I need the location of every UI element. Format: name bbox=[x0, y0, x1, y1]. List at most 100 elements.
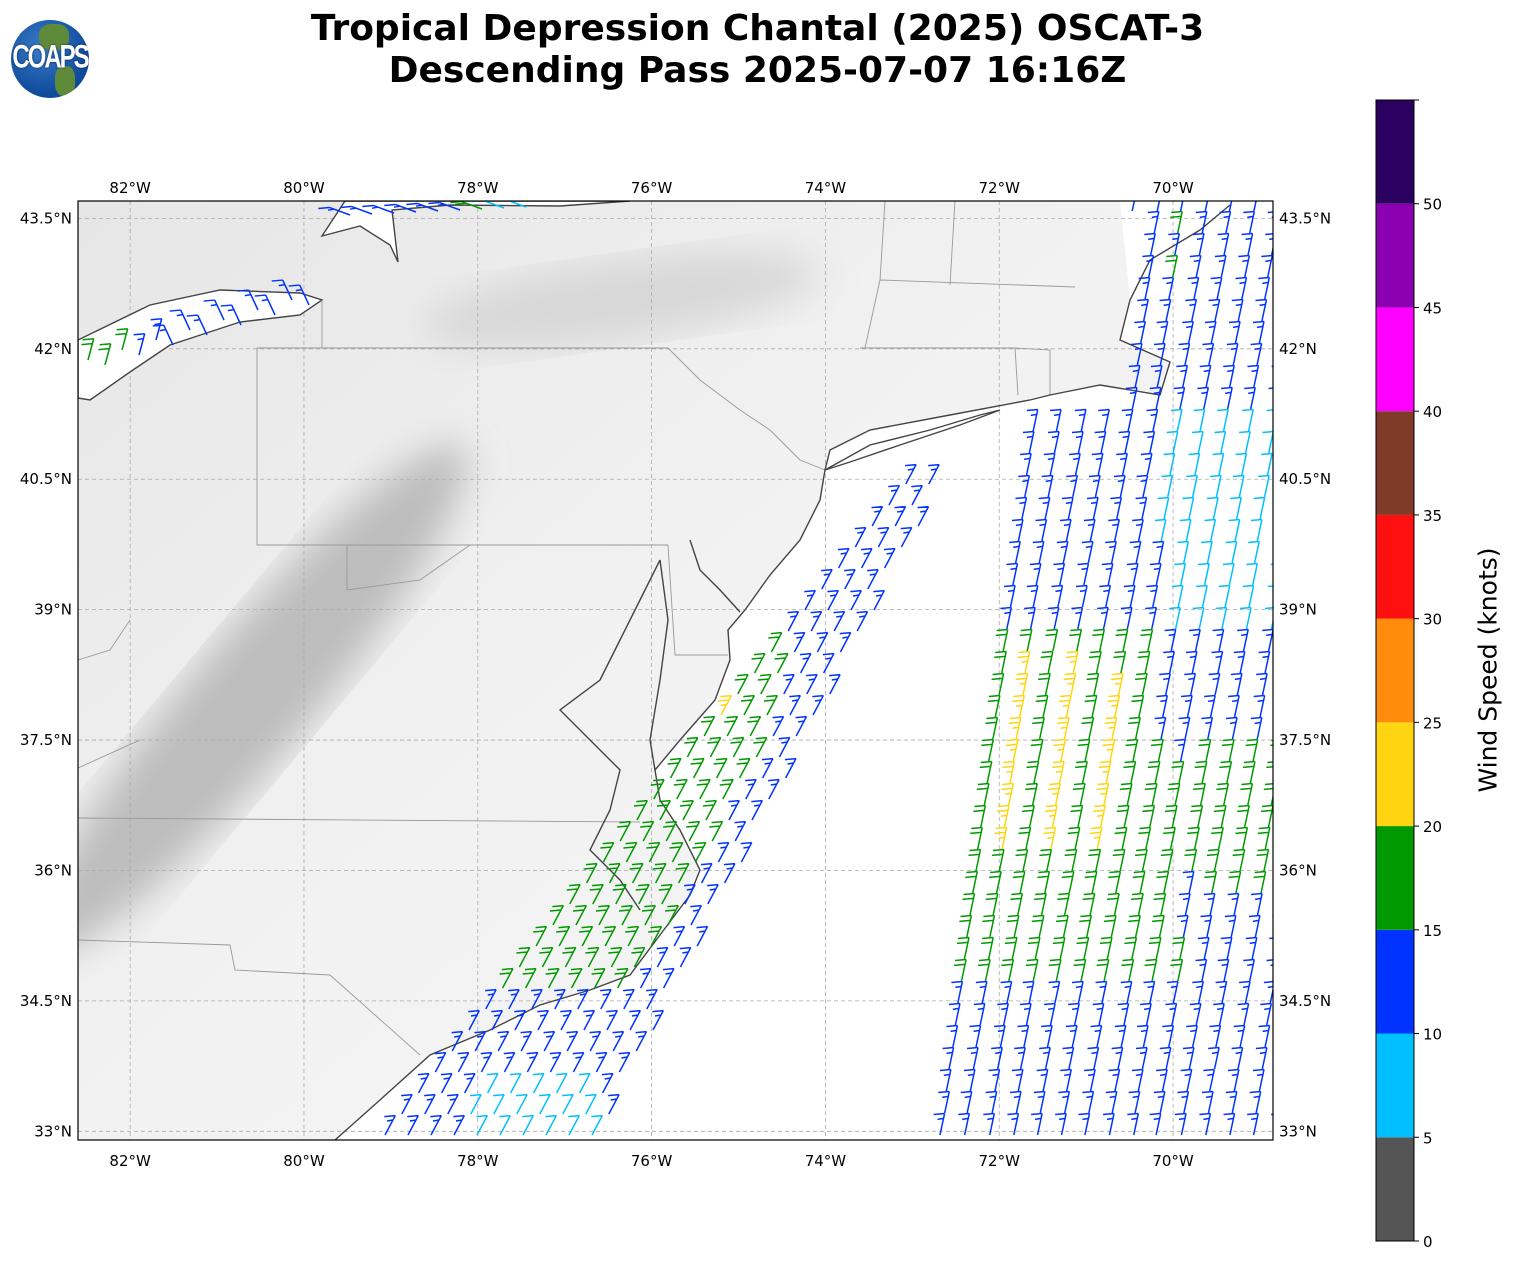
wind-barb bbox=[516, 1093, 528, 1115]
wind-barb bbox=[917, 505, 930, 527]
wind-barb bbox=[982, 914, 996, 938]
colorbar-bin bbox=[1376, 929, 1414, 1034]
wind-barb bbox=[787, 610, 800, 632]
wind-barb bbox=[1128, 364, 1141, 388]
wind-barb bbox=[1209, 1024, 1222, 1048]
wind-barb bbox=[623, 988, 635, 1010]
long-island bbox=[824, 409, 1001, 471]
wind-barb bbox=[640, 820, 655, 842]
wind-barb bbox=[1053, 562, 1066, 586]
wind-barb bbox=[568, 1114, 580, 1136]
wind-barb bbox=[1017, 650, 1031, 674]
wind-barb bbox=[684, 883, 696, 905]
wind-barb bbox=[1114, 1024, 1127, 1048]
wind-barb bbox=[1252, 320, 1265, 344]
wind-barb bbox=[1249, 1090, 1262, 1114]
wind-barb bbox=[1019, 1002, 1032, 1026]
wind-barb bbox=[1008, 716, 1022, 740]
wind-barb bbox=[1012, 870, 1026, 894]
wind-barb bbox=[1247, 364, 1260, 388]
colorbar-tick-label: 45 bbox=[1423, 299, 1442, 317]
wind-barb bbox=[1182, 870, 1195, 894]
wind-barb bbox=[499, 1114, 511, 1136]
wind-barb bbox=[1177, 1090, 1190, 1114]
wind-barb bbox=[1015, 672, 1029, 696]
wind-barb bbox=[736, 757, 751, 779]
wind-barb bbox=[1250, 716, 1263, 740]
lat-tick-label-left: 42°N bbox=[34, 340, 72, 358]
wind-barb bbox=[1228, 518, 1241, 542]
wind-barb bbox=[812, 694, 824, 716]
wind-barb bbox=[1006, 562, 1019, 586]
wind-barb bbox=[1036, 1068, 1049, 1092]
wind-barb bbox=[1026, 408, 1039, 432]
wind-barb bbox=[1198, 562, 1210, 586]
wind-barb bbox=[608, 946, 623, 968]
wind-barb bbox=[1078, 1112, 1091, 1136]
wind-barb bbox=[993, 1024, 1006, 1048]
lat-tick-label-right: 37.5°N bbox=[1279, 731, 1331, 749]
wind-barb bbox=[837, 547, 850, 569]
wind-barb bbox=[1189, 1002, 1202, 1026]
wind-barb bbox=[734, 673, 749, 695]
wind-barb bbox=[1048, 980, 1061, 1004]
wind-barb bbox=[1027, 936, 1041, 960]
wind-barb bbox=[633, 799, 648, 821]
wind-barb bbox=[822, 652, 835, 674]
wind-barb bbox=[1147, 210, 1160, 234]
wind-barb bbox=[1245, 936, 1258, 960]
wind-barb bbox=[1037, 870, 1051, 894]
wind-barb bbox=[690, 904, 702, 926]
lat-tick-label-right: 39°N bbox=[1279, 601, 1317, 619]
wind-barb bbox=[1099, 936, 1113, 960]
wind-barb bbox=[1089, 826, 1103, 850]
wind-barb bbox=[1127, 1112, 1140, 1136]
wind-barb bbox=[539, 946, 554, 968]
wind-barb bbox=[1117, 1002, 1130, 1026]
wind-barb bbox=[717, 841, 730, 863]
wind-barb bbox=[1202, 342, 1215, 366]
wind-barb bbox=[579, 925, 594, 947]
wind-barb bbox=[1166, 980, 1179, 1004]
wind-barb bbox=[1156, 870, 1170, 894]
wind-barb bbox=[572, 1051, 585, 1073]
wind-barb bbox=[1014, 1046, 1026, 1070]
wind-barb bbox=[1121, 408, 1134, 432]
wind-barb bbox=[951, 980, 964, 1004]
wind-barb bbox=[1198, 738, 1212, 762]
wind-barb bbox=[1118, 430, 1131, 454]
colorbar-tick-label: 30 bbox=[1423, 611, 1442, 629]
wind-barb bbox=[1246, 562, 1259, 586]
wind-barb bbox=[989, 870, 1002, 894]
wind-barb bbox=[1071, 430, 1084, 454]
wind-barb bbox=[1044, 804, 1058, 828]
wind-barb bbox=[1048, 782, 1061, 806]
wind-barb bbox=[560, 1009, 572, 1031]
wind-barb bbox=[1051, 584, 1064, 608]
wind-barb bbox=[1068, 1002, 1080, 1026]
wind-barb bbox=[994, 650, 1007, 674]
wind-barb bbox=[981, 738, 995, 762]
wind-barb bbox=[532, 1072, 545, 1094]
wind-barb bbox=[1226, 342, 1239, 366]
wind-barb bbox=[1223, 364, 1235, 388]
wind-barb bbox=[1074, 408, 1087, 432]
wind-barb bbox=[1107, 694, 1121, 718]
wind-barb bbox=[1116, 452, 1128, 476]
wind-barb bbox=[1145, 606, 1158, 630]
lat-tick-label-right: 33°N bbox=[1279, 1122, 1317, 1140]
lat-tick-label-right: 43.5°N bbox=[1279, 209, 1331, 227]
wind-barb bbox=[1132, 518, 1144, 542]
wind-barb bbox=[1150, 738, 1164, 762]
wind-barb bbox=[1235, 452, 1248, 476]
wind-barb bbox=[537, 1009, 549, 1031]
wind-barb bbox=[614, 967, 629, 989]
wind-barb bbox=[1179, 201, 1184, 212]
wind-barb bbox=[1223, 1112, 1236, 1136]
wind-barb bbox=[1270, 739, 1273, 747]
wind-barb bbox=[1255, 1046, 1268, 1070]
wind-barb bbox=[440, 1072, 453, 1094]
wind-barb bbox=[1156, 201, 1161, 212]
wind-barb bbox=[981, 936, 994, 960]
wind-barb bbox=[470, 1093, 482, 1115]
